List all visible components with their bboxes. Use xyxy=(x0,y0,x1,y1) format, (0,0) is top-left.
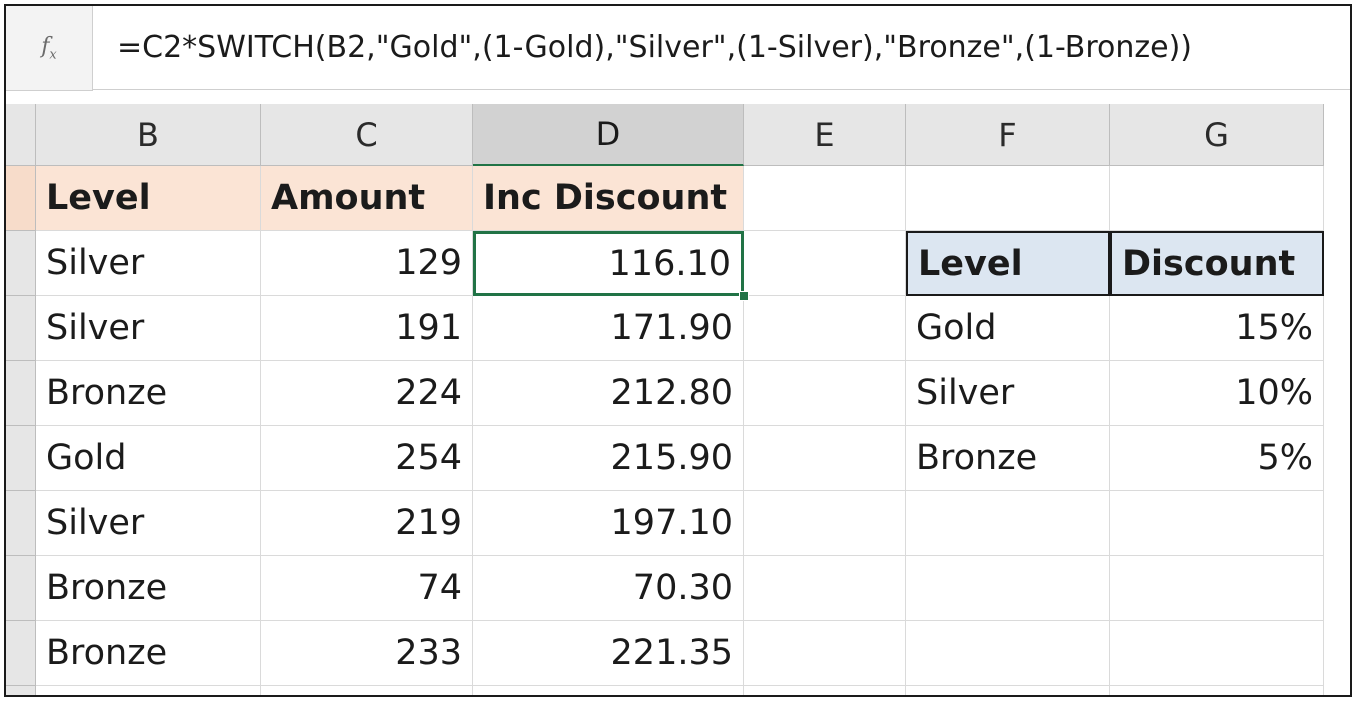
discount-cell[interactable]: 70.30 xyxy=(473,556,744,621)
lookup-discount-cell[interactable]: 10% xyxy=(1110,361,1324,426)
lookup-level-cell[interactable]: Silver xyxy=(906,361,1110,426)
empty-cell[interactable] xyxy=(744,621,906,686)
empty-cell[interactable] xyxy=(906,556,1110,621)
empty-cell[interactable] xyxy=(744,686,906,695)
level-cell[interactable]: Silver xyxy=(36,491,261,556)
empty-cell[interactable] xyxy=(906,686,1110,695)
empty-cell[interactable] xyxy=(744,361,906,426)
empty-cell[interactable] xyxy=(1110,556,1324,621)
lookup-header-level[interactable]: Level xyxy=(906,231,1110,296)
amount-cell[interactable]: 219 xyxy=(261,491,473,556)
level-cell[interactable]: Gold xyxy=(36,426,261,491)
row-header[interactable] xyxy=(6,491,36,556)
active-cell-discount[interactable]: 116.10 xyxy=(473,231,744,296)
row-header[interactable] xyxy=(6,426,36,491)
lookup-header-discount[interactable]: Discount xyxy=(1110,231,1324,296)
empty-cell[interactable] xyxy=(744,426,906,491)
level-cell[interactable]: Bronze xyxy=(36,556,261,621)
level-cell[interactable]: Silver xyxy=(36,231,261,296)
discount-cell[interactable]: 221.35 xyxy=(473,621,744,686)
lookup-level-cell[interactable]: Bronze xyxy=(906,426,1110,491)
row-header[interactable] xyxy=(6,686,36,695)
lookup-level-cell[interactable]: Gold xyxy=(906,296,1110,361)
discount-cell[interactable]: 212.80 xyxy=(473,361,744,426)
amount-cell[interactable]: 233 xyxy=(261,621,473,686)
level-cell[interactable]: Bronze xyxy=(36,621,261,686)
empty-cell[interactable] xyxy=(744,556,906,621)
spreadsheet-window: fx =C2*SWITCH(B2,"Gold",(1-Gold),"Silver… xyxy=(4,4,1352,697)
function-icon: fx xyxy=(41,33,57,63)
select-all-corner[interactable] xyxy=(6,104,36,166)
column-header-g[interactable]: G xyxy=(1110,104,1324,166)
lookup-discount-cell[interactable]: 5% xyxy=(1110,426,1324,491)
discount-cell[interactable]: 171.90 xyxy=(473,296,744,361)
level-cell[interactable]: Silver xyxy=(36,296,261,361)
amount-cell[interactable]: 74 xyxy=(261,556,473,621)
sheet-grid: B C D E F G Level Amount Inc Discount Si… xyxy=(6,104,1350,695)
column-header-b[interactable]: B xyxy=(36,104,261,166)
empty-cell[interactable] xyxy=(261,686,473,695)
column-header-c[interactable]: C xyxy=(261,104,473,166)
empty-cell[interactable] xyxy=(744,491,906,556)
empty-cell[interactable] xyxy=(906,491,1110,556)
row-header[interactable] xyxy=(6,166,36,231)
row-header[interactable] xyxy=(6,556,36,621)
column-header-d[interactable]: D xyxy=(473,104,744,166)
amount-cell[interactable]: 129 xyxy=(261,231,473,296)
column-header-f[interactable]: F xyxy=(906,104,1110,166)
column-header-e[interactable]: E xyxy=(744,104,906,166)
empty-cell[interactable] xyxy=(473,686,744,695)
empty-cell[interactable] xyxy=(1110,621,1324,686)
empty-cell[interactable] xyxy=(906,621,1110,686)
empty-cell[interactable] xyxy=(906,166,1110,231)
discount-cell[interactable]: 197.10 xyxy=(473,491,744,556)
row-header[interactable] xyxy=(6,231,36,296)
empty-cell[interactable] xyxy=(1110,166,1324,231)
empty-cell[interactable] xyxy=(744,296,906,361)
empty-cell[interactable] xyxy=(36,686,261,695)
formula-bar-input[interactable]: =C2*SWITCH(B2,"Gold",(1-Gold),"Silver",(… xyxy=(93,6,1350,90)
amount-cell[interactable]: 224 xyxy=(261,361,473,426)
level-cell[interactable]: Bronze xyxy=(36,361,261,426)
empty-cell[interactable] xyxy=(744,166,906,231)
discount-cell[interactable]: 215.90 xyxy=(473,426,744,491)
empty-cell[interactable] xyxy=(1110,686,1324,695)
fill-handle[interactable] xyxy=(739,291,749,301)
row-header[interactable] xyxy=(6,361,36,426)
amount-cell[interactable]: 191 xyxy=(261,296,473,361)
header-amount[interactable]: Amount xyxy=(261,166,473,231)
empty-cell[interactable] xyxy=(744,231,906,296)
amount-cell[interactable]: 254 xyxy=(261,426,473,491)
row-header[interactable] xyxy=(6,621,36,686)
lookup-discount-cell[interactable]: 15% xyxy=(1110,296,1324,361)
header-inc-discount[interactable]: Inc Discount xyxy=(473,166,744,231)
empty-cell[interactable] xyxy=(1110,491,1324,556)
row-header[interactable] xyxy=(6,296,36,361)
insert-function-button[interactable]: fx xyxy=(6,6,93,91)
header-level[interactable]: Level xyxy=(36,166,261,231)
